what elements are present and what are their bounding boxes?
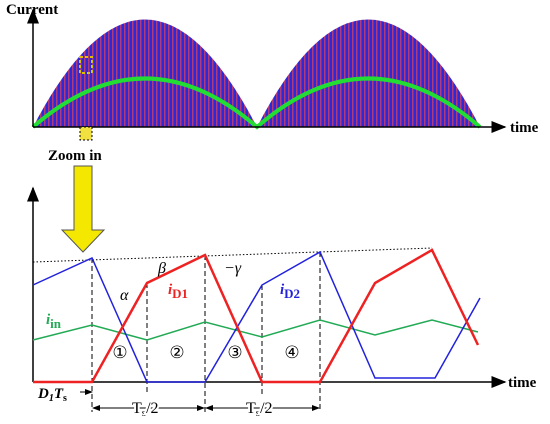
half-period-label: Ts/2 [132, 400, 159, 419]
x-label: time [508, 375, 537, 391]
zoom-box [79, 126, 93, 141]
d1-current [33, 248, 480, 384]
y-label: Current [6, 2, 58, 18]
beta-label: β [157, 260, 166, 277]
interval-label: ④ [284, 343, 299, 362]
top-panel: Current time Zoom in [6, 2, 539, 253]
d2-label: iD2 [280, 282, 300, 301]
input-label: iin [46, 312, 62, 331]
duty-label: D1Ts [37, 386, 67, 404]
zoom-arrow [60, 165, 106, 253]
alpha-label: α [120, 287, 129, 304]
input-current [32, 319, 479, 341]
switching-envelope [33, 19, 480, 127]
zoom-label: Zoom in [48, 148, 102, 164]
gamma-label: −γ [224, 260, 242, 277]
half-period-label: Ts/2 [246, 400, 273, 419]
x-label: time [510, 120, 539, 136]
interval-label: ① [112, 343, 127, 362]
interval-label: ② [169, 343, 184, 362]
d2-current [32, 250, 481, 383]
zoom-box [79, 56, 93, 74]
interval-label: ③ [227, 343, 242, 362]
bottom-panel: time α β −γ iD1 iD2 iin ① ② ③ ④ D1Ts Ts/… [27, 186, 537, 421]
d1-label: iD1 [168, 282, 188, 301]
interval-lines [91, 252, 321, 412]
envelope-line [32, 247, 433, 263]
